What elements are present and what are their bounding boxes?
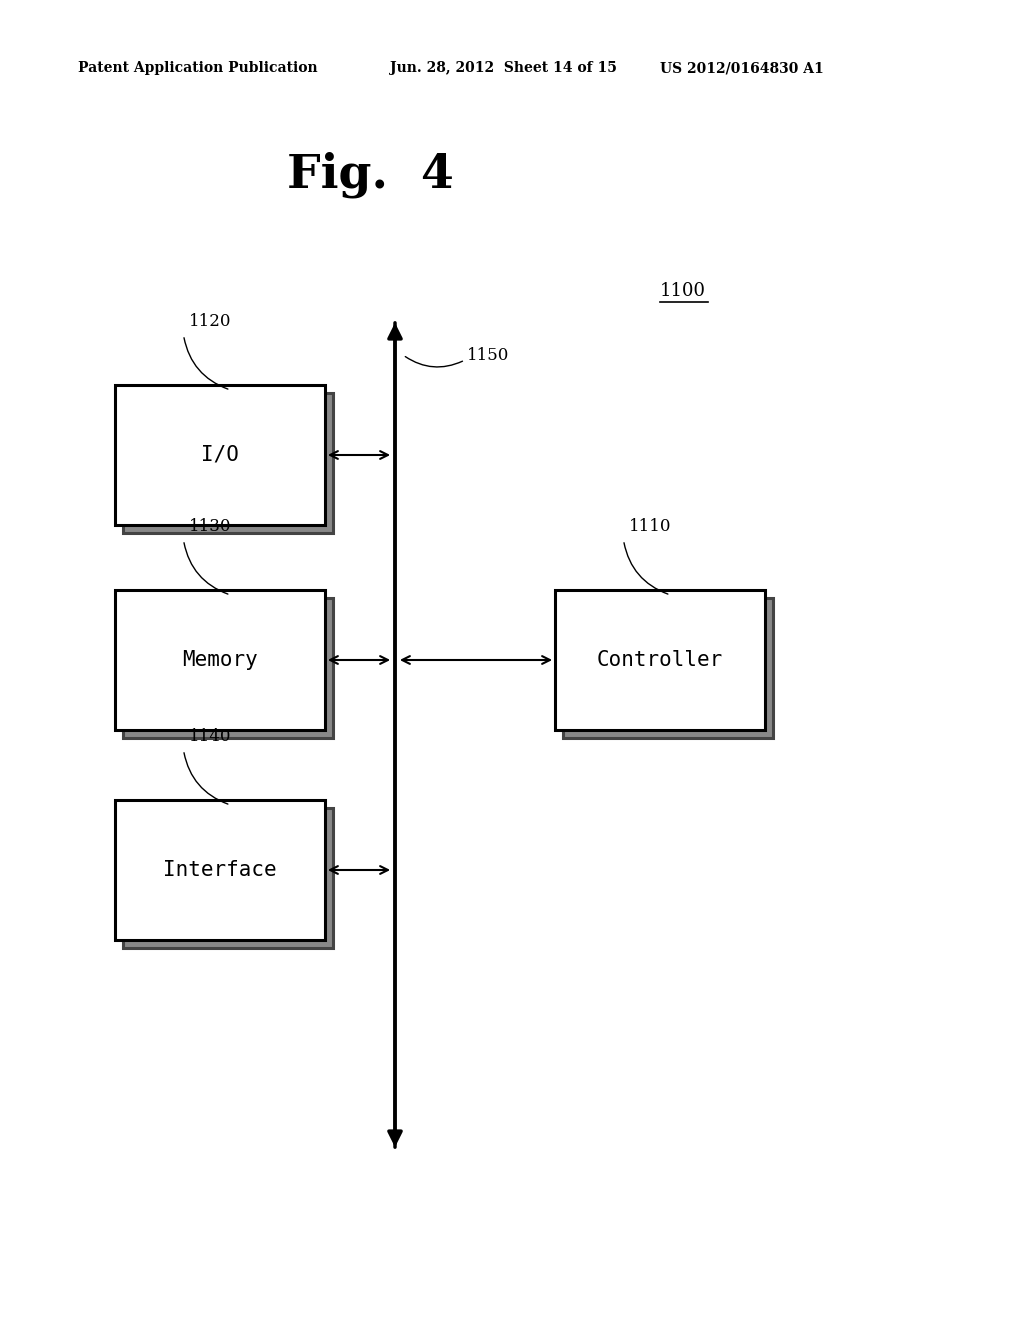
Text: 1100: 1100 — [660, 282, 706, 300]
Text: I/O: I/O — [201, 445, 239, 465]
Bar — [123, 393, 333, 533]
Text: 1130: 1130 — [188, 517, 231, 535]
Text: US 2012/0164830 A1: US 2012/0164830 A1 — [660, 61, 823, 75]
Text: Fig.  4: Fig. 4 — [287, 152, 454, 198]
Bar — [123, 808, 333, 948]
Text: Memory: Memory — [182, 649, 258, 671]
Text: 1140: 1140 — [188, 729, 231, 744]
Text: Interface: Interface — [163, 861, 276, 880]
Text: Jun. 28, 2012  Sheet 14 of 15: Jun. 28, 2012 Sheet 14 of 15 — [390, 61, 616, 75]
Text: 1120: 1120 — [188, 313, 231, 330]
Text: 1110: 1110 — [629, 517, 671, 535]
Text: 1150: 1150 — [467, 346, 509, 363]
Bar — [115, 800, 325, 940]
Text: Patent Application Publication: Patent Application Publication — [78, 61, 317, 75]
Bar — [555, 590, 765, 730]
Bar — [563, 598, 773, 738]
Text: Controller: Controller — [597, 649, 723, 671]
Bar — [115, 590, 325, 730]
Bar — [123, 598, 333, 738]
Bar — [115, 385, 325, 525]
